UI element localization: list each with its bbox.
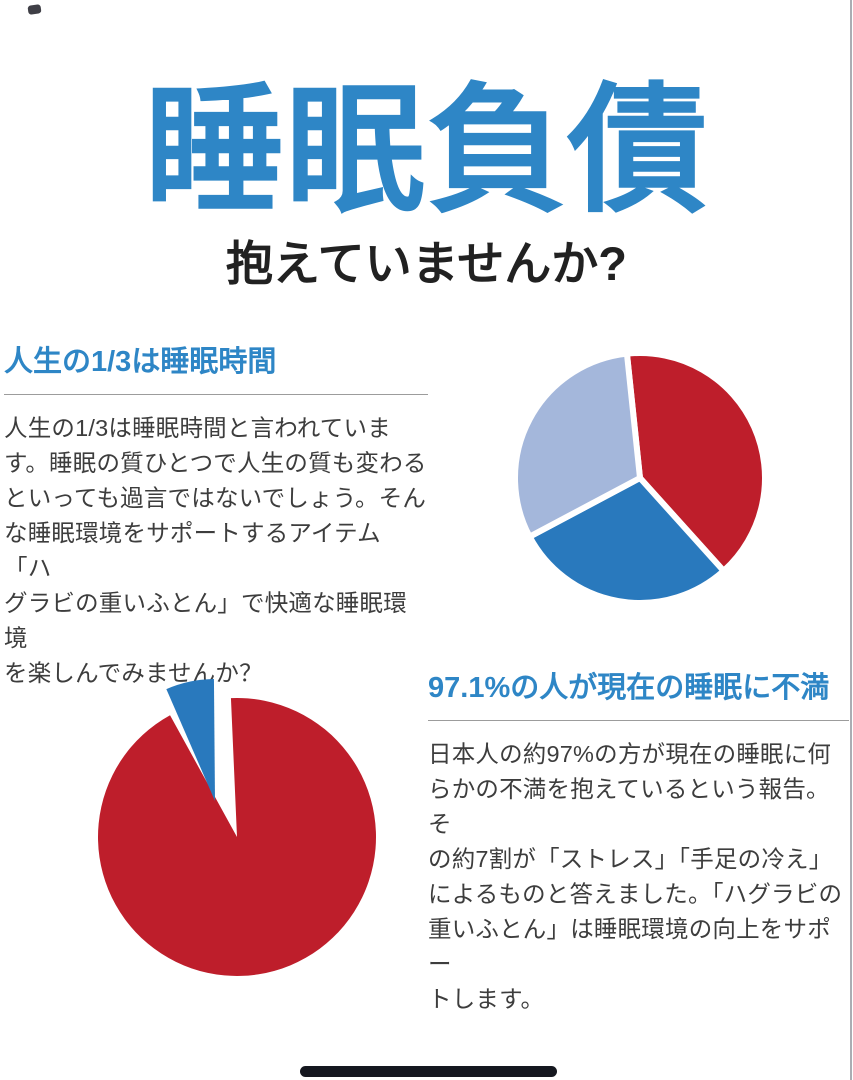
life-sleep-pie bbox=[512, 350, 768, 606]
screen-artifact-dot bbox=[27, 4, 42, 15]
section-life-heading: 人生の1/3は睡眠時間 bbox=[4, 346, 277, 378]
section-life-third: 人生の1/3は睡眠時間 人生の1/3は睡眠時間と言われていま す。睡眠の質ひとつ… bbox=[4, 344, 428, 691]
section-life-divider bbox=[4, 394, 428, 395]
page-subtitle: 抱えていませんか? bbox=[226, 237, 627, 290]
page-title: 睡眠負債 bbox=[144, 72, 709, 229]
section-dissatisfaction: 97.1%の人が現在の睡眠に不満 日本人の約97%の方が現在の睡眠に何 らかの不… bbox=[428, 670, 849, 1017]
section-dissatisfaction-divider bbox=[428, 720, 849, 721]
life-sleep-pie-slice bbox=[623, 350, 768, 576]
life-sleep-pie-slice bbox=[525, 474, 728, 606]
section-dissatisfaction-heading: 97.1%の人が現在の睡眠に不満 bbox=[428, 672, 830, 704]
home-indicator-bar bbox=[300, 1066, 557, 1077]
right-edge-line bbox=[850, 0, 852, 1080]
dissatisfaction-pie-slice bbox=[166, 679, 215, 801]
section-life-body: 人生の1/3は睡眠時間と言われていま す。睡眠の質ひとつで人生の質も変わる とい… bbox=[4, 415, 427, 686]
dissatisfaction-pie-slice bbox=[98, 697, 377, 976]
dissatisfaction-pie bbox=[98, 679, 377, 976]
section-dissatisfaction-body: 日本人の約97%の方が現在の睡眠に何 らかの不満を抱えているという報告。そ の約… bbox=[428, 741, 843, 1012]
life-sleep-pie-slice bbox=[512, 350, 644, 541]
